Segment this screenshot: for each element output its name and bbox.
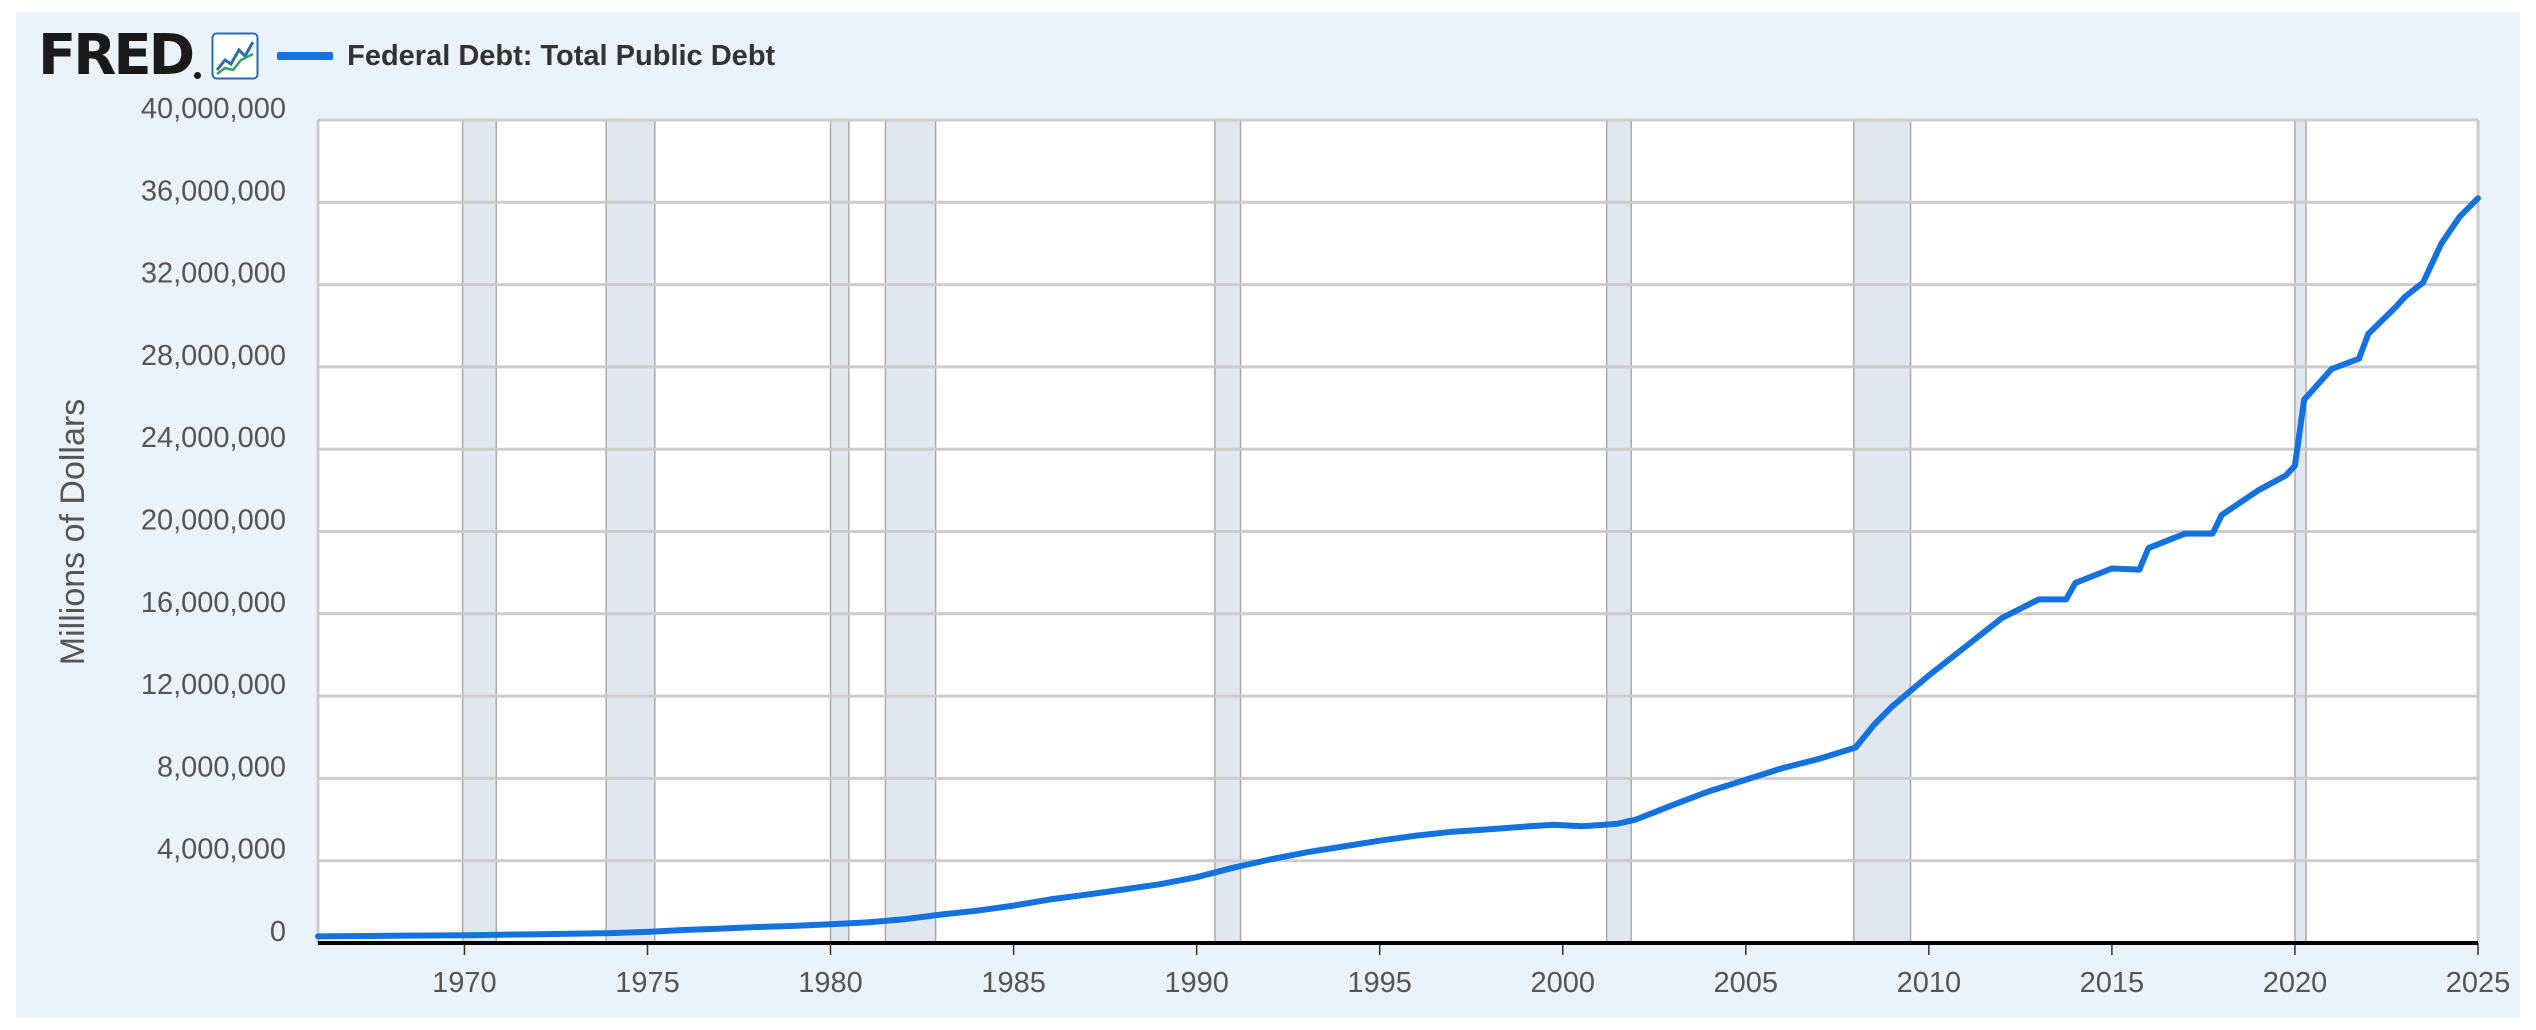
x-tick-label: 1985 — [981, 967, 1046, 999]
legend[interactable]: Federal Debt: Total Public Debt — [277, 40, 775, 73]
y-tick-label: 20,000,000 — [141, 505, 286, 537]
x-tick-label: 2005 — [1714, 967, 1779, 999]
y-tick-label: 32,000,000 — [141, 258, 286, 290]
chart-header: FRED Federal Debt: Total Public Debt — [38, 26, 775, 86]
legend-swatch — [277, 52, 334, 60]
x-tick-label: 2010 — [1897, 967, 1962, 999]
fred-logo[interactable]: FRED — [38, 23, 195, 88]
x-tick-label: 1975 — [615, 967, 680, 999]
series-line-federal-debt — [315, 195, 2481, 940]
line-chart-icon[interactable] — [211, 32, 259, 80]
y-tick-label: 16,000,000 — [141, 587, 286, 619]
x-tick-label: 1970 — [432, 967, 497, 999]
y-tick-label: 36,000,000 — [141, 175, 286, 207]
y-tick-label: 12,000,000 — [141, 669, 286, 701]
logo-registered-mark — [194, 71, 202, 79]
x-tick-label: 2015 — [2080, 967, 2145, 999]
x-tick-label: 2020 — [2263, 967, 2328, 999]
y-tick-label: 4,000,000 — [157, 834, 286, 866]
x-tick-label: 1990 — [1164, 967, 1229, 999]
y-tick-label: 8,000,000 — [157, 751, 286, 783]
x-tick-label: 2000 — [1530, 967, 1595, 999]
x-tick-label: 2025 — [2446, 967, 2511, 999]
y-axis-label: Millions of Dollars — [54, 399, 92, 665]
y-tick-label: 24,000,000 — [141, 422, 286, 454]
x-tick-label: 1980 — [798, 967, 863, 999]
x-tick-label: 1995 — [1347, 967, 1412, 999]
y-tick-label: 40,000,000 — [141, 93, 286, 125]
y-tick-label: 0 — [270, 916, 286, 948]
legend-label[interactable]: Federal Debt: Total Public Debt — [347, 39, 776, 72]
y-tick-label: 28,000,000 — [141, 340, 286, 372]
